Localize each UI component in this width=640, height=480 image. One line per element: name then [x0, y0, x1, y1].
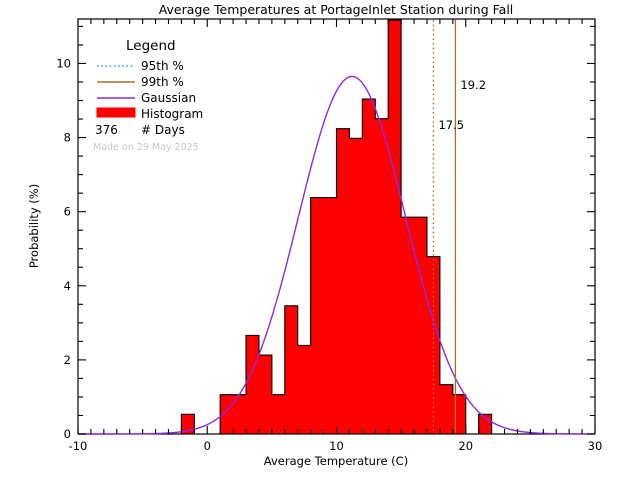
legend-days-count: 376: [95, 123, 118, 137]
watermark: Made on 29 May 2025: [93, 142, 199, 153]
x-tick-label: 30: [588, 439, 603, 453]
y-tick-label: 2: [64, 353, 71, 367]
chart-legend: Legend 95th % 99th % Gaussian Histogram …: [95, 38, 203, 137]
x-tick-label: 20: [458, 439, 473, 453]
legend-swatch-histogram: [96, 107, 136, 118]
legend-label-histogram: Histogram: [141, 107, 203, 121]
chart-title: Average Temperatures at PortageInlet Sta…: [159, 2, 514, 17]
y-tick-labels: 0 2 4 6 8 10: [56, 56, 71, 441]
legend-title: Legend: [126, 38, 176, 54]
legend-label-99th: 99th %: [141, 75, 184, 89]
x-axis-label: Average Temperature (C): [264, 454, 408, 468]
y-tick-label: 10: [56, 56, 71, 70]
y-tick-label: 8: [64, 131, 71, 145]
x-tick-labels: -10 0 10 20 30: [69, 439, 603, 453]
y-tick-label: 6: [64, 205, 71, 219]
legend-label-gaussian: Gaussian: [141, 91, 196, 105]
x-tick-label: 10: [329, 439, 344, 453]
y-axis-label: Probability (%): [27, 184, 41, 268]
axis-ticks: [77, 19, 596, 435]
y-tick-label: 0: [64, 427, 71, 441]
percentile-99-label: 19.2: [460, 78, 486, 92]
x-tick-label: 0: [204, 439, 211, 453]
legend-label-95th: 95th %: [141, 59, 184, 73]
legend-days-label: # Days: [141, 123, 185, 137]
x-tick-label: -10: [69, 439, 88, 453]
percentile-95-label: 17.5: [438, 118, 464, 132]
histogram-outline: [180, 19, 493, 435]
histogram-bars: [180, 19, 493, 435]
y-tick-label: 4: [64, 279, 71, 293]
gaussian-curve: [78, 75, 595, 435]
